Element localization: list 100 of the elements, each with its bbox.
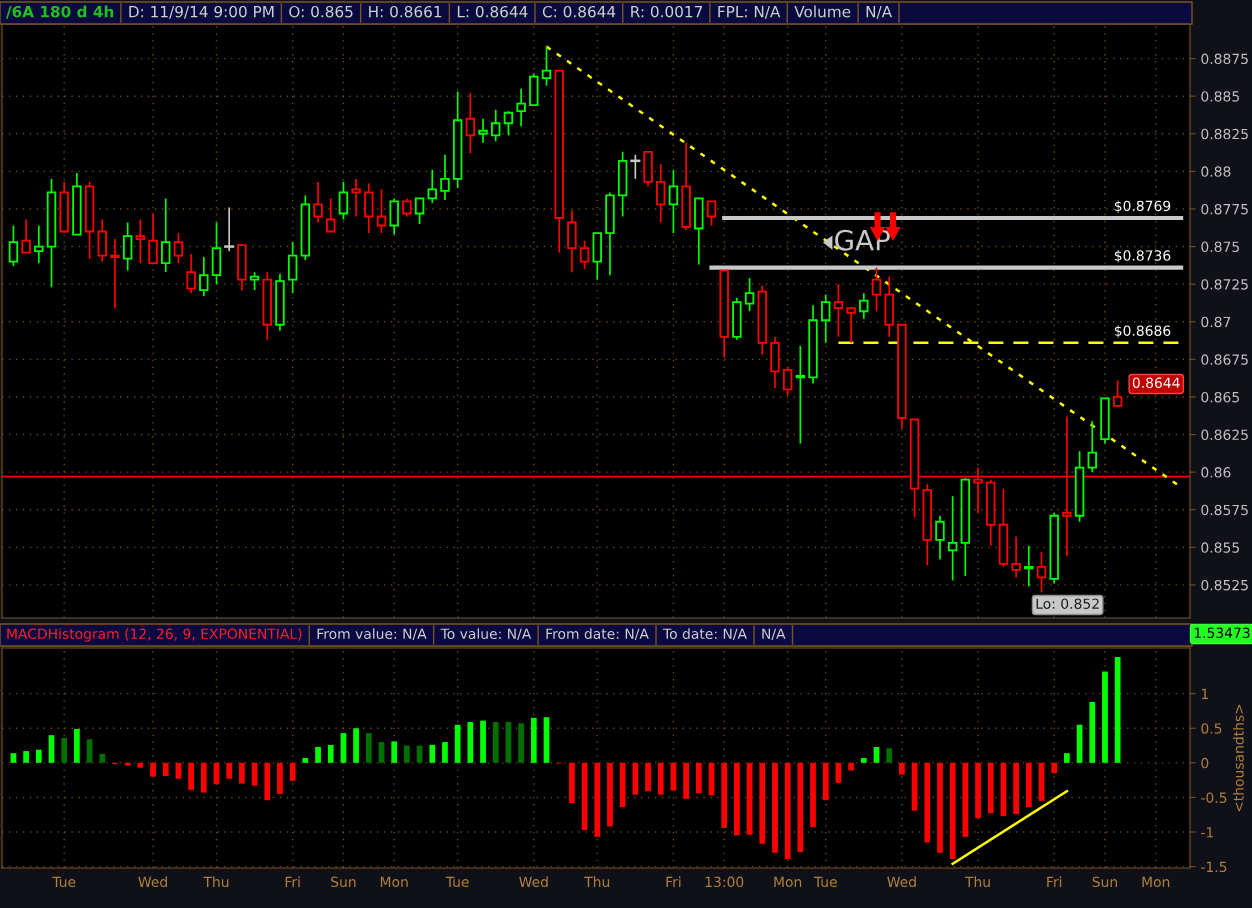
text: To date: N/A <box>662 628 747 641</box>
candlestick <box>795 344 806 445</box>
y-tick-label: 0.875 <box>1201 241 1239 253</box>
bar <box>200 762 207 793</box>
bar <box>226 762 233 779</box>
candlestick <box>706 200 717 227</box>
bar <box>264 762 271 801</box>
x-tick-label: Tue <box>445 876 469 888</box>
y-tick-label: 1 <box>1201 688 1208 699</box>
candlestick <box>656 163 666 224</box>
bar <box>695 762 702 794</box>
candlestick <box>1024 544 1034 588</box>
candlestick <box>110 238 120 310</box>
bar <box>454 724 461 763</box>
candlestick <box>414 197 425 225</box>
bar <box>810 762 816 828</box>
candlestick <box>313 181 323 224</box>
bar <box>289 762 296 781</box>
candlestick <box>478 117 488 144</box>
candlestick <box>326 197 336 233</box>
annotation: $0.8736 <box>1114 250 1171 263</box>
x-tick-label: Mon <box>1142 876 1170 888</box>
bar <box>759 762 766 844</box>
bar <box>99 753 106 763</box>
bar <box>365 733 372 763</box>
candlestick <box>947 495 958 582</box>
text: From date: N/A <box>546 628 649 641</box>
bar <box>442 742 448 763</box>
text: 1.53473 <box>1194 627 1250 639</box>
y-axis-title: <thousandths> <box>1233 704 1244 812</box>
y-tick-label: 0.865 <box>1201 391 1239 403</box>
bar <box>1102 671 1108 763</box>
text: L: 0.8644 <box>457 5 528 18</box>
bar <box>784 762 791 860</box>
bar <box>1013 762 1019 815</box>
bar <box>949 762 956 860</box>
bar <box>23 751 29 763</box>
y-tick-label: 0.8825 <box>1201 128 1248 140</box>
candlestick <box>1011 535 1021 579</box>
candlestick <box>1087 420 1097 473</box>
candlestick <box>376 188 387 234</box>
candlestick <box>186 253 196 295</box>
text: D: 11/9/14 9:00 PM <box>129 5 274 19</box>
candlestick <box>630 153 641 180</box>
bar <box>277 762 283 794</box>
text: R: 0.0017 <box>631 5 703 18</box>
y-tick-label: 0.855 <box>1201 542 1239 553</box>
candlestick <box>668 169 679 234</box>
candlestick <box>579 239 590 270</box>
candlestick <box>782 366 793 397</box>
bar <box>10 753 17 763</box>
annotation: Lo: 0.852 <box>1036 598 1099 609</box>
bar <box>734 762 740 836</box>
candlestick <box>859 292 869 320</box>
candlestick <box>440 153 450 201</box>
y-tick-label: 0.885 <box>1201 91 1239 102</box>
candlestick <box>249 271 260 292</box>
bar <box>429 744 436 763</box>
bar <box>594 762 601 837</box>
candlestick <box>516 87 526 128</box>
y-tick-label: 0.86 <box>1201 467 1231 478</box>
bar <box>822 762 829 801</box>
bar <box>569 762 575 803</box>
text: C: 0.8644 <box>542 5 616 18</box>
y-tick-label: -1.5 <box>1201 861 1227 873</box>
candlestick <box>338 181 349 221</box>
bar <box>480 720 486 763</box>
bar <box>962 762 969 837</box>
bar <box>886 748 893 763</box>
bar <box>150 762 156 777</box>
bar <box>987 762 994 814</box>
bar <box>683 762 689 799</box>
text: N/A <box>762 628 786 641</box>
x-tick-label: 13:00 <box>705 876 744 888</box>
candlestick <box>935 514 945 561</box>
text: Volume <box>794 5 851 18</box>
bar <box>937 762 943 853</box>
candlestick <box>122 221 133 272</box>
candlestick <box>173 232 184 264</box>
x-tick-label: Tue <box>813 876 837 888</box>
candlestick <box>491 108 501 143</box>
x-tick-label: Fri <box>285 876 300 887</box>
bar <box>645 762 651 792</box>
bar <box>632 762 639 795</box>
x-tick-label: Fri <box>666 876 681 887</box>
bar <box>924 762 931 843</box>
x-tick-label: Sun <box>1092 876 1117 888</box>
candlestick <box>465 92 476 155</box>
bar <box>848 762 854 771</box>
y-tick-label: 0.8775 <box>1201 203 1248 215</box>
bar <box>315 746 321 763</box>
y-tick-label: -1 <box>1201 827 1213 838</box>
bar <box>530 717 537 763</box>
candlestick <box>161 197 171 273</box>
bar <box>35 749 42 763</box>
candlestick <box>8 224 19 267</box>
bar <box>353 728 359 763</box>
y-tick-label: 0.8725 <box>1201 279 1248 290</box>
bar <box>137 762 144 768</box>
bar <box>86 739 93 763</box>
